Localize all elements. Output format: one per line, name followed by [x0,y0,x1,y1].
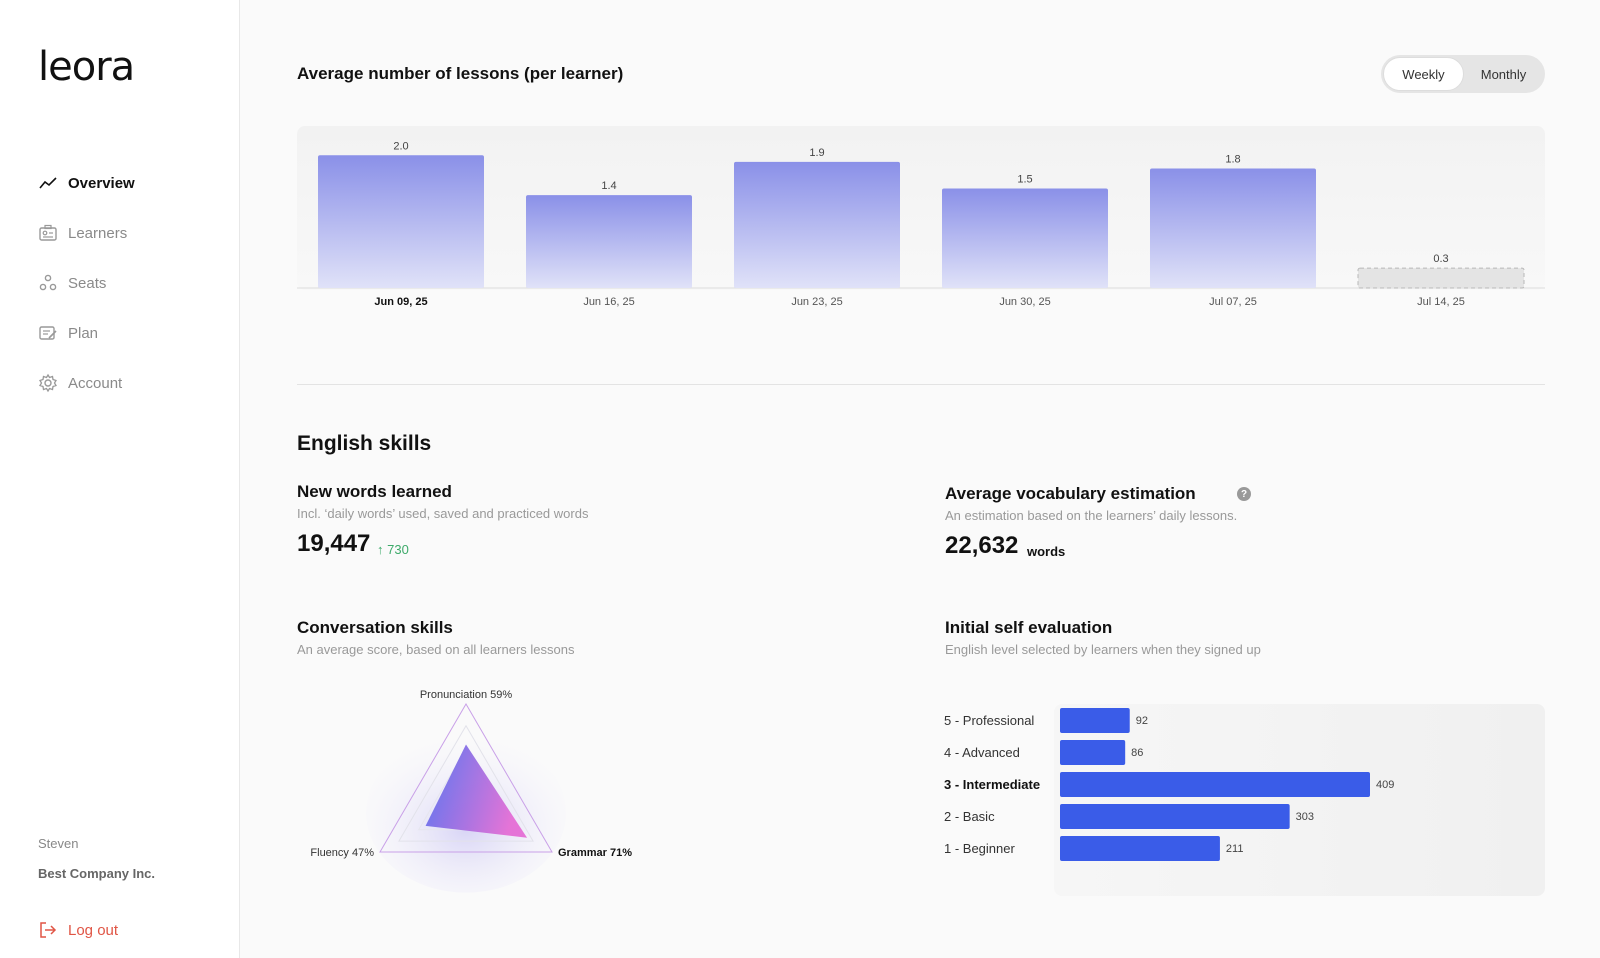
lessons-bar-chart: 2.0 Jun 09, 25 1.4 Jun 16, 25 1.9 Jun 23, 25 1… [297,140,1545,308]
level-label: 1 - Beginner [944,841,1015,856]
id-card-icon [39,224,57,241]
sidebar: leora Overview Learners Seats Plan Accou… [0,0,240,958]
lessons-chart-title: Average number of lessons (per learner) [297,64,624,83]
lessons-bar[interactable] [526,195,692,288]
bar-value-label: 0.3 [1433,253,1448,265]
lessons-bar[interactable] [1150,168,1316,288]
bar-value-label: 1.9 [809,147,824,159]
sidebar-item-label: Learners [68,224,128,242]
radar-outer-frame [379,703,553,853]
level-value-label: 92 [1136,715,1148,727]
main-content: Average number of lessons (per learner) … [297,0,1545,958]
sidebar-item-account[interactable]: Account [38,358,218,408]
level-value-label: 211 [1226,843,1244,855]
self-eval-chart-background [1054,704,1545,896]
bar-value-label: 2.0 [393,140,408,152]
x-tick-label: Jun 16, 25 [583,296,634,308]
new-words-delta: ↑ 730 [377,542,409,557]
level-bar[interactable] [1060,836,1220,861]
lessons-bar[interactable] [1357,267,1525,289]
conversation-radar-chart: Pronunciation 59% Grammar 71% Fluency 47% [310,689,632,893]
plan-icon [39,326,57,340]
company-name: Best Company Inc. [38,866,156,881]
level-label: 3 - Intermediate [944,777,1040,792]
vocab-subtitle: An estimation based on the learners’ dai… [945,508,1238,523]
x-tick-label: Jun 23, 25 [791,296,842,308]
vocab-value: 22,632 [945,532,1019,559]
self-eval-bar-chart: 5 - Professional 92 4 - Advanced 86 3 - Inte… [944,708,1394,861]
logout-button[interactable]: Log out [38,920,118,940]
level-bar[interactable] [1060,708,1130,733]
logout-label: Log out [68,921,119,939]
x-tick-label: Jun 30, 25 [999,296,1050,308]
vocab-unit: words [1027,544,1066,559]
conversation-subtitle: An average score, based on all learners … [297,642,575,657]
bar-value-label: 1.4 [601,180,616,192]
help-icon[interactable]: ? [1237,487,1251,501]
vocab-title: Average vocabulary estimation [945,484,1196,503]
self-eval-subtitle: English level selected by learners when … [945,642,1261,657]
period-toggle: Weekly Monthly [1381,55,1545,93]
sidebar-item-label: Plan [68,324,99,342]
level-label: 2 - Basic [944,809,995,824]
new-words-value: 19,447 [297,530,371,557]
sidebar-item-overview[interactable]: Overview [38,158,218,208]
level-value-label: 303 [1296,811,1314,823]
level-bar[interactable] [1060,804,1290,829]
self-eval-title: Initial self evaluation [945,618,1113,637]
radar-axis-label: Fluency 47% [310,847,374,859]
level-bar[interactable] [1060,772,1370,797]
x-tick-label: Jul 14, 25 [1417,296,1465,308]
bar-value-label: 1.5 [1017,173,1032,185]
lessons-bar[interactable] [734,161,900,288]
level-label: 5 - Professional [944,713,1034,728]
level-value-label: 86 [1131,747,1143,759]
lessons-bar[interactable] [318,155,484,288]
leora-logo[interactable]: leora [38,44,135,90]
level-value-label: 409 [1376,779,1394,791]
sidebar-item-learners[interactable]: Learners [38,208,218,258]
radar-axis-label: Grammar 71% [558,847,632,859]
new-words-title: New words learned [297,482,452,501]
radar-axis-label: Pronunciation 59% [420,689,513,701]
section-divider [297,384,1545,385]
lessons-bar[interactable] [942,188,1108,288]
radar-grid-ring [398,724,534,842]
level-bar[interactable] [1060,740,1126,765]
sidebar-nav: Overview Learners Seats Plan Account [38,158,218,408]
new-words-subtitle: Incl. ‘daily words’ used, saved and prac… [297,506,589,521]
sidebar-item-label: Seats [68,274,107,292]
conversation-title: Conversation skills [297,618,453,637]
english-skills-title: English skills [297,432,432,455]
sidebar-item-seats[interactable]: Seats [38,258,218,308]
trend-line-icon [39,177,57,189]
radar-data-area [425,744,528,838]
toggle-monthly-button[interactable]: Monthly [1480,66,1527,82]
seats-icon [39,274,57,291]
x-tick-label: Jul 07, 25 [1209,296,1257,308]
sidebar-item-plan[interactable]: Plan [38,308,218,358]
gear-icon [39,373,57,393]
user-name: Steven [38,836,79,851]
sidebar-item-label: Overview [68,174,135,192]
toggle-weekly-button[interactable]: Weekly [1383,57,1464,91]
sidebar-item-label: Account [68,374,123,392]
bar-value-label: 1.8 [1225,154,1240,166]
lessons-chart-background [297,126,1545,290]
level-label: 4 - Advanced [944,745,1020,760]
logout-icon [40,922,57,938]
x-tick-label: Jun 09, 25 [374,296,427,308]
